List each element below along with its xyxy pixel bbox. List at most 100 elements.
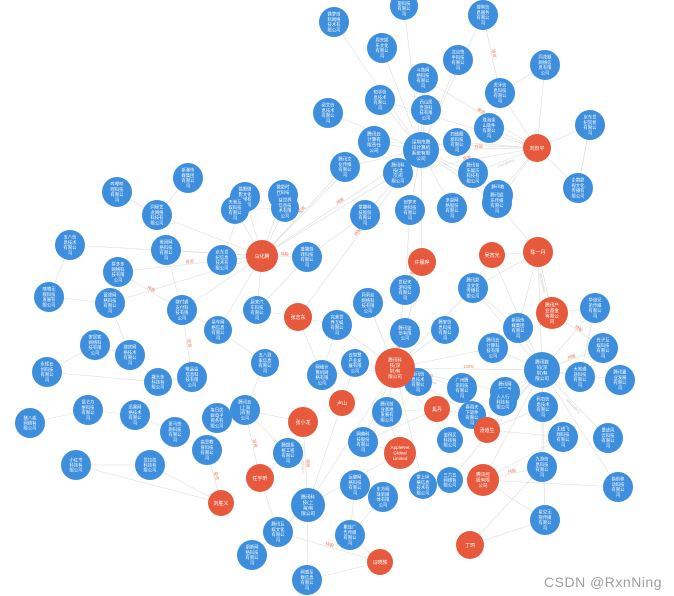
graph-node[interactable]: 无线飞翔科技有限公司 [548, 422, 578, 452]
graph-node[interactable]: 深圳市腾讯计算机系统有限公司 [403, 132, 439, 168]
graph-node[interactable]: 哔哩哔哩科技有限公司 [102, 177, 132, 207]
graph-node[interactable]: 斑马快跑科技有限公司 [160, 417, 190, 447]
graph-node[interactable]: 腾讯文化传媒有限公司 [330, 152, 360, 182]
graph-node[interactable]: 腾讯置业发展有限公司 [605, 365, 635, 395]
graph-node[interactable]: 光子互娱科技有限公司 [588, 333, 618, 363]
graph-node[interactable]: 虎牙信息科技有限公司 [485, 78, 515, 108]
graph-node[interactable]: 腾讯音乐娱乐科技有限公司 [458, 158, 488, 188]
graph-node[interactable]: 腾讯娱乐传媒有限公司 [482, 188, 512, 218]
graph-node[interactable]: 世纪凯旋科技有限公司 [390, 0, 418, 20]
graph-node[interactable]: 华谊兄弟传媒有限公司 [580, 293, 610, 323]
graph-node[interactable]: 西山居世游科技有限公司 [411, 95, 441, 125]
graph-node[interactable]: 斗鱼网络科技有限公司 [408, 63, 438, 93]
graph-node[interactable]: 唯品会信息科技有限公司 [177, 362, 207, 392]
graph-node[interactable]: 许晨晔 [408, 248, 436, 276]
graph-node[interactable]: 掌趣科技股份有限公司 [350, 200, 380, 230]
graph-node[interactable]: 大地通途科技有限公司 [565, 362, 595, 392]
graph-node[interactable]: 掌上纵横信息技术有限公司 [409, 471, 437, 499]
graph-node[interactable]: 腾讯科技(深圳)有限公司 [375, 348, 415, 388]
graph-node[interactable]: 搜房网络技术有限公司 [115, 340, 145, 370]
graph-node[interactable]: 腾讯云计算有限责任公司 [358, 126, 390, 158]
graph-node[interactable]: 知乎信息技术有限公司 [365, 85, 395, 115]
graph-node[interactable]: 创梦天地科技有限公司 [395, 195, 425, 225]
graph-node[interactable]: 新丽传媒集团有限公司 [503, 313, 533, 343]
graph-node[interactable]: 盛趣游戏科技有限公司 [292, 242, 322, 272]
graph-node[interactable]: 富途网络科技有限公司 [95, 288, 125, 318]
graph-node[interactable]: 拼多多网络科技有限公司 [103, 257, 133, 287]
graph-node[interactable]: 同花顺网络信息有限公司 [530, 50, 560, 80]
graph-node[interactable]: 企鹅影视文化传播有限公司 [563, 173, 593, 203]
graph-node[interactable]: 货拉拉科技有限公司 [135, 450, 165, 480]
graph-node[interactable]: 京东世纪贸易有限公司 [575, 110, 605, 140]
graph-node[interactable]: 五八信息技术有限公司 [55, 230, 85, 260]
graph-node[interactable]: 易车网络信息有限公司 [204, 316, 232, 344]
graph-node[interactable]: 新潮传媒集团有限公司 [173, 163, 203, 193]
graph-node[interactable]: 五八到家信息有限公司 [251, 349, 279, 377]
graph-node[interactable]: 昆仑万维科技有限公司 [73, 395, 103, 425]
graph-node[interactable]: 多益网络股份有限公司 [437, 193, 467, 223]
graph-node[interactable]: 益世界信息技术有限公司 [271, 194, 299, 222]
graph-node[interactable]: 码石信息技术有限公司 [528, 392, 558, 422]
graph-node[interactable]: 蔚来汽车科技有限公司 [243, 296, 271, 324]
graph-node[interactable]: 腾讯创业基地发展有限公司 [372, 397, 402, 427]
graph-node[interactable]: 永辉云创科技有限公司 [32, 357, 62, 387]
graph-node[interactable]: 美团网络科技有限公司 [151, 235, 181, 265]
graph-node[interactable]: 汤道生 [474, 417, 500, 443]
graph-node[interactable]: 搜狗信息服务有限公司 [468, 0, 498, 30]
graph-node[interactable]: 张小龙 [288, 407, 318, 437]
graph-node[interactable]: 腾讯科技(上海)有限公司 [291, 488, 325, 522]
graph-node[interactable]: 网域计算机网络有限公司 [307, 360, 337, 390]
graph-node[interactable]: 腾讯数码(深圳)有限公司 [524, 352, 560, 388]
graph-node[interactable]: 财付通支付科技有限公司 [167, 295, 197, 325]
graph-node[interactable]: 腾讯产业基金有限公司 [536, 297, 568, 329]
graph-node[interactable]: 趣头条科技有限公司 [144, 368, 172, 396]
graph-node[interactable]: 任宇昕 [246, 464, 274, 492]
graph-node[interactable]: 腾讯互娱文化有限公司 [263, 517, 293, 547]
graph-node[interactable]: 星空无限传媒有限公司 [530, 505, 560, 535]
graph-node[interactable]: 聚连广告传媒有限公司 [335, 520, 365, 550]
graph-node[interactable]: 人人行科技有限公司 [489, 388, 517, 416]
graph-node[interactable]: 腾讯控股有限公司 [467, 464, 499, 496]
graph-node[interactable]: 四维图新科技有限公司 [443, 128, 471, 156]
graph-node[interactable]: 腾安信息科技有限公司 [431, 316, 459, 344]
graph-node[interactable]: 马晓轶 [367, 549, 393, 575]
graph-node[interactable]: 腾讯征信有限公司 [390, 318, 420, 348]
graph-node[interactable]: 腾讯云(上海)有限公司 [230, 395, 260, 425]
graph-node[interactable]: 张志东 [284, 303, 312, 331]
graph-node[interactable]: 小红书科技有限公司 [61, 450, 91, 480]
graph-node[interactable]: 嘀嘀无限科技发展有限公司 [34, 282, 64, 312]
graph-node[interactable]: 丁珂 [456, 531, 484, 559]
graph-node[interactable]: 奚丹 [424, 396, 450, 422]
graph-node[interactable]: 吴宵光 [479, 242, 505, 268]
graph-node[interactable]: 世纪天游科技有限公司 [390, 275, 420, 305]
graph-node[interactable]: 北京快手科技有限公司 [443, 45, 473, 75]
graph-node[interactable]: 东方明珠新媒体有限公司 [368, 482, 398, 512]
graph-node[interactable]: 值得买科技有限公司 [437, 427, 463, 453]
graph-node[interactable]: 安居客网络科技有限公司 [80, 330, 110, 360]
graph-node[interactable]: 云智慧产业发展有限公司 [341, 349, 369, 377]
graph-node[interactable]: 腾讯云计算科技有限公司 [478, 333, 508, 363]
graph-node[interactable]: 陈一丹 [523, 237, 553, 267]
graph-node[interactable]: 刘炽平 [523, 134, 551, 162]
graph-node[interactable]: 同程艺龙网络科技有限公司 [142, 200, 172, 230]
graph-node[interactable]: 周天娱乐文化有限公司 [367, 33, 397, 63]
graph-node[interactable]: 猪八戒网络有限公司 [15, 408, 45, 438]
graph-node[interactable]: 猎豹移动科技有限公司 [603, 472, 633, 502]
graph-node[interactable]: 腾银系统工程有限公司 [273, 438, 303, 468]
graph-node[interactable]: 网感至察信息有限公司 [292, 565, 322, 595]
graph-node[interactable]: 刘胜义 [208, 490, 234, 516]
graph-node[interactable]: 阅文信息技术有限公司 [313, 98, 343, 128]
graph-node[interactable]: 九游信息科技有限公司 [527, 452, 557, 482]
graph-node[interactable]: 每日优鲜电子商务有限公司 [202, 403, 232, 433]
graph-node[interactable]: 京东世纪信息技术有限公司 [207, 245, 237, 275]
graph-node[interactable]: 网典科技股份有限公司 [348, 427, 378, 457]
graph-node[interactable]: 马化腾 [246, 240, 278, 272]
graph-node[interactable]: 腾讯影业文化传播有限公司 [458, 273, 488, 303]
graph-node[interactable]: 高思教育科技有限公司 [192, 435, 222, 465]
graph-node[interactable]: 卢山 [329, 390, 355, 416]
graph-node[interactable]: 微梦创科网络技术有限公司 [319, 7, 349, 37]
graph-node[interactable]: 天美互娱科技有限公司 [221, 196, 249, 224]
graph-node[interactable]: 珠海金山软件有限公司 [474, 113, 504, 143]
graph-node[interactable]: 远健网络科技有限公司 [340, 470, 370, 500]
